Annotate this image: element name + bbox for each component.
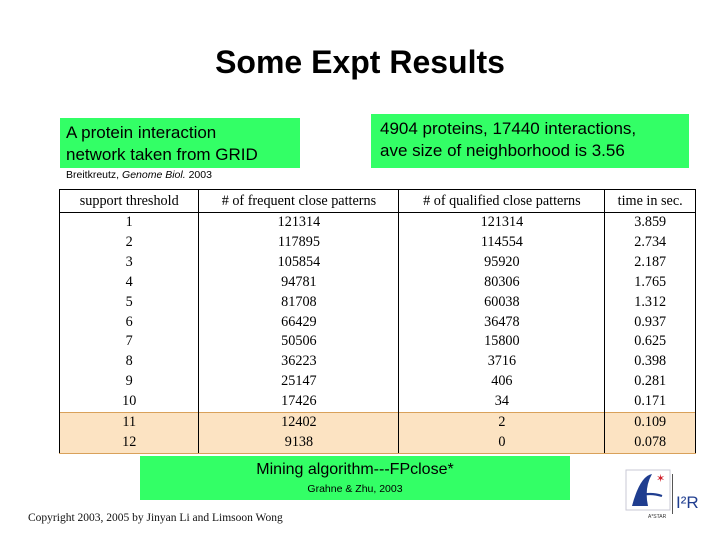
cell-time: 0.109	[604, 412, 696, 433]
cell-frequent-patterns: 17426	[198, 392, 400, 413]
table-row: 10 17426 34 0.171	[58, 392, 696, 413]
slide-title: Some Expt Results	[215, 44, 505, 80]
stats-note-line-2: ave size of neighborhood is 3.56	[380, 141, 625, 160]
cell-support-threshold: 5	[58, 292, 200, 313]
cell-time: 1.312	[604, 292, 696, 313]
cell-time: 0.625	[604, 332, 696, 353]
cell-qualified-patterns: 121314	[398, 212, 606, 233]
cell-support-threshold: 1	[58, 212, 200, 233]
cell-frequent-patterns: 25147	[198, 372, 400, 393]
cell-support-threshold: 2	[58, 232, 200, 253]
header-qualified-close-patterns: # of qualified close patterns	[398, 189, 606, 213]
grid-note-line-2: network taken from GRID	[66, 145, 258, 164]
cell-support-threshold: 3	[58, 252, 200, 273]
table-row: 8 36223 3716 0.398	[58, 352, 696, 373]
cell-frequent-patterns: 66429	[198, 312, 400, 333]
cell-qualified-patterns: 3716	[398, 352, 606, 373]
cell-time: 2.734	[604, 232, 696, 253]
citation-year: 2003	[188, 169, 212, 181]
header-frequent-close-patterns: # of frequent close patterns	[198, 189, 400, 213]
cell-time: 3.859	[604, 212, 696, 233]
cell-time: 1.765	[604, 272, 696, 293]
cell-support-threshold: 12	[58, 432, 200, 454]
algorithm-note: Mining algorithm---FPclose* Grahne & Zhu…	[140, 456, 570, 500]
table-row: 12 9138 0 0.078	[58, 432, 696, 454]
logo-org-text: I²R	[676, 493, 699, 512]
table-row: 3 105854 95920 2.187	[58, 252, 696, 273]
table-header-row: support threshold # of frequent close pa…	[58, 189, 696, 213]
cell-frequent-patterns: 50506	[198, 332, 400, 353]
cell-frequent-patterns: 117895	[198, 232, 400, 253]
logo-brand-text: A*STAR	[648, 514, 667, 520]
table-row: 6 66429 36478 0.937	[58, 312, 696, 333]
cell-qualified-patterns: 114554	[398, 232, 606, 253]
cell-qualified-patterns: 60038	[398, 292, 606, 313]
svg-text:✶: ✶	[656, 472, 665, 485]
cell-qualified-patterns: 15800	[398, 332, 606, 353]
cell-frequent-patterns: 81708	[198, 292, 400, 313]
cell-time: 0.281	[604, 372, 696, 393]
cell-qualified-patterns: 0	[398, 432, 606, 454]
cell-support-threshold: 6	[58, 312, 200, 333]
cell-time: 0.078	[604, 432, 696, 454]
table-body: 1 121314 121314 3.859 2 117895 114554 2.734 3 105…	[58, 212, 696, 454]
cell-qualified-patterns: 34	[398, 392, 606, 413]
grid-citation: Breitkreutz, Genome Biol. 2003	[66, 169, 212, 181]
cell-frequent-patterns: 105854	[198, 252, 400, 273]
cell-support-threshold: 9	[58, 372, 200, 393]
cell-time: 0.937	[604, 312, 696, 333]
cell-qualified-patterns: 80306	[398, 272, 606, 293]
cell-qualified-patterns: 95920	[398, 252, 606, 273]
table-row: 4 94781 80306 1.765	[58, 272, 696, 293]
cell-frequent-patterns: 36223	[198, 352, 400, 373]
results-table-container: support threshold # of frequent close pa…	[58, 189, 696, 454]
protein-stats-note: 4904 proteins, 17440 interactions, ave s…	[371, 114, 689, 168]
citation-journal: Genome Biol.	[122, 169, 186, 181]
table-row: 5 81708 60038 1.312	[58, 292, 696, 313]
algorithm-citation: Grahne & Zhu, 2003	[307, 483, 403, 495]
astar-i2r-logo: ✶ A*STAR I²R	[625, 469, 699, 520]
cell-frequent-patterns: 94781	[198, 272, 400, 293]
table-row: 11 12402 2 0.109	[58, 412, 696, 433]
cell-frequent-patterns: 9138	[198, 432, 400, 454]
cell-support-threshold: 8	[58, 352, 200, 373]
citation-authors: Breitkreutz,	[66, 169, 120, 181]
cell-time: 0.171	[604, 392, 696, 413]
cell-frequent-patterns: 12402	[198, 412, 400, 433]
results-table: support threshold # of frequent close pa…	[58, 189, 696, 454]
copyright-footer: Copyright 2003, 2005 by Jinyan Li and Li…	[28, 512, 283, 524]
cell-support-threshold: 11	[58, 412, 200, 433]
grid-note-line-1: A protein interaction	[66, 123, 217, 142]
stats-note-line-1: 4904 proteins, 17440 interactions,	[380, 119, 637, 138]
cell-qualified-patterns: 406	[398, 372, 606, 393]
cell-support-threshold: 7	[58, 332, 200, 353]
grid-network-note: A protein interaction network taken from…	[60, 118, 300, 168]
header-time: time in sec.	[604, 189, 696, 213]
cell-support-threshold: 4	[58, 272, 200, 293]
table-row: 7 50506 15800 0.625	[58, 332, 696, 353]
cell-time: 0.398	[604, 352, 696, 373]
cell-frequent-patterns: 121314	[198, 212, 400, 233]
table-row: 1 121314 121314 3.859	[58, 212, 696, 233]
table-row: 9 25147 406 0.281	[58, 372, 696, 393]
cell-time: 2.187	[604, 252, 696, 273]
algorithm-name: Mining algorithm---FPclose*	[256, 461, 454, 478]
table-row: 2 117895 114554 2.734	[58, 232, 696, 253]
cell-qualified-patterns: 36478	[398, 312, 606, 333]
cell-qualified-patterns: 2	[398, 412, 606, 433]
header-support-threshold: support threshold	[58, 189, 200, 213]
cell-support-threshold: 10	[58, 392, 200, 413]
